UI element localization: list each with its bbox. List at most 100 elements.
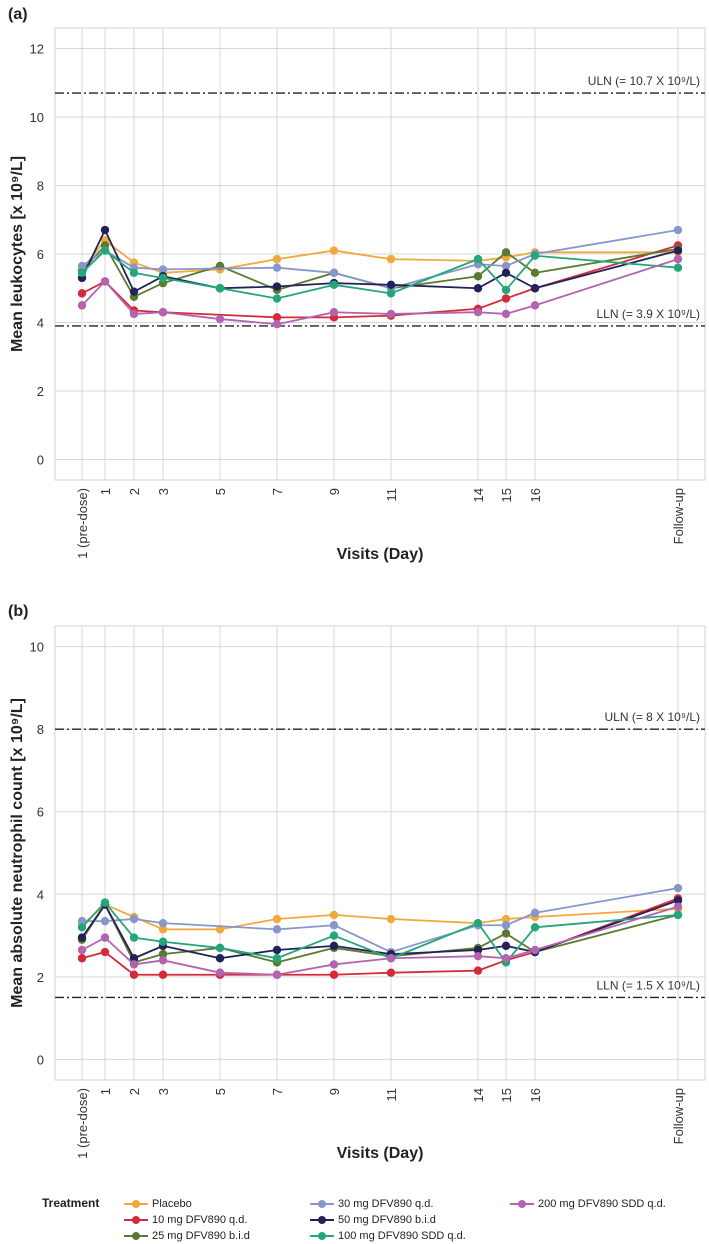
y-tick-label: 12 xyxy=(30,42,44,57)
legend-item-label: 100 mg DFV890 SDD q.d. xyxy=(338,1230,466,1242)
panel-label: (b) xyxy=(8,603,28,620)
legend-item: 30 mg DFV890 q.d. xyxy=(310,1196,433,1212)
y-axis-label: Mean absolute neutrophil count [x 10⁹/L] xyxy=(9,698,26,1008)
data-point xyxy=(77,268,87,278)
data-point xyxy=(501,294,511,303)
data-point xyxy=(673,246,683,255)
data-point xyxy=(530,908,540,918)
data-point xyxy=(272,914,282,924)
series-line xyxy=(81,905,679,976)
y-tick-label: 2 xyxy=(37,384,44,399)
x-tick-label: 16 xyxy=(528,488,543,502)
data-point xyxy=(501,309,511,319)
uln-label: ULN (= 8 X 10⁹/L) xyxy=(604,710,700,724)
legend-marker xyxy=(124,1196,148,1212)
data-point xyxy=(386,309,396,319)
x-tick-label: 7 xyxy=(270,488,285,495)
y-tick-label: 10 xyxy=(30,640,44,655)
panel-label: (a) xyxy=(8,6,28,23)
data-point xyxy=(530,284,540,293)
legend-item: 200 mg DFV890 SDD q.d. xyxy=(510,1196,666,1212)
x-tick-label: 3 xyxy=(156,1088,171,1095)
x-tick-label: 14 xyxy=(471,1088,486,1102)
x-tick-label: 1 (pre-dose) xyxy=(75,1088,90,1159)
data-point xyxy=(501,921,511,930)
x-axis-label: Visits (Day) xyxy=(337,546,424,563)
data-point xyxy=(329,941,339,951)
x-tick-label: 9 xyxy=(327,488,342,495)
data-point xyxy=(473,284,483,293)
series-line xyxy=(81,244,679,298)
data-point xyxy=(473,951,483,961)
legend-item-label: 30 mg DFV890 q.d. xyxy=(338,1198,434,1210)
legend-marker xyxy=(310,1196,334,1212)
data-point xyxy=(329,910,339,920)
series-line xyxy=(81,899,679,960)
data-point xyxy=(386,914,396,924)
data-point xyxy=(158,937,168,946)
data-point xyxy=(386,968,396,977)
legend-item: Placebo xyxy=(124,1196,192,1212)
data-point xyxy=(215,284,225,293)
x-tick-label: 15 xyxy=(499,1088,514,1102)
data-point xyxy=(100,277,110,286)
data-point xyxy=(530,923,540,932)
data-point xyxy=(158,949,168,959)
data-point xyxy=(100,225,110,235)
data-point xyxy=(129,970,139,979)
data-point xyxy=(501,941,511,951)
data-point xyxy=(530,301,540,310)
data-point xyxy=(158,918,168,928)
y-tick-label: 2 xyxy=(37,970,44,985)
data-point xyxy=(129,933,139,942)
data-point xyxy=(158,273,168,283)
data-point xyxy=(530,251,540,260)
data-point xyxy=(77,261,87,271)
y-tick-label: 8 xyxy=(37,179,44,194)
data-point xyxy=(473,308,483,317)
data-point xyxy=(129,954,139,963)
y-tick-label: 4 xyxy=(37,315,44,330)
x-tick-label: 14 xyxy=(471,488,486,502)
series-line xyxy=(81,903,679,931)
data-point xyxy=(673,225,683,235)
data-point xyxy=(329,308,339,317)
data-point xyxy=(673,883,683,893)
data-point xyxy=(100,898,110,907)
data-point xyxy=(100,933,110,942)
data-point xyxy=(673,910,683,920)
legend: Treatment Placebo 10 mg DFV890 q.d. 25 mg … xyxy=(0,1188,709,1243)
x-tick-label: Follow-up xyxy=(671,488,686,544)
data-point xyxy=(473,254,483,264)
x-tick-label: 11 xyxy=(384,1088,399,1102)
y-tick-label: 6 xyxy=(37,805,44,820)
legend-item: 100 mg DFV890 SDD q.d. xyxy=(310,1228,466,1244)
data-point xyxy=(272,319,282,329)
plot-frame xyxy=(54,625,706,1081)
x-axis-label: Visits (Day) xyxy=(337,1145,424,1162)
data-point xyxy=(329,268,339,278)
legend-item-label: 10 mg DFV890 q.d. xyxy=(152,1214,248,1226)
data-point xyxy=(100,246,110,255)
legend-marker xyxy=(510,1196,534,1212)
data-point xyxy=(272,294,282,303)
x-tick-label: 1 (pre-dose) xyxy=(75,488,90,559)
data-point xyxy=(77,933,87,942)
x-tick-label: 7 xyxy=(270,1088,285,1095)
data-point xyxy=(272,925,282,934)
data-point xyxy=(272,970,282,979)
x-tick-label: 5 xyxy=(213,488,228,495)
data-point xyxy=(272,282,282,291)
legend-item-label: 50 mg DFV890 b.i.d xyxy=(338,1214,436,1226)
x-tick-label: 15 xyxy=(499,488,514,502)
y-tick-label: 6 xyxy=(37,247,44,262)
data-point xyxy=(329,280,339,290)
x-tick-label: 2 xyxy=(127,1088,142,1095)
data-point xyxy=(386,280,396,290)
data-point xyxy=(215,954,225,963)
data-point xyxy=(501,929,511,938)
series-line xyxy=(81,903,679,964)
data-point xyxy=(100,916,110,926)
data-point xyxy=(329,960,339,969)
